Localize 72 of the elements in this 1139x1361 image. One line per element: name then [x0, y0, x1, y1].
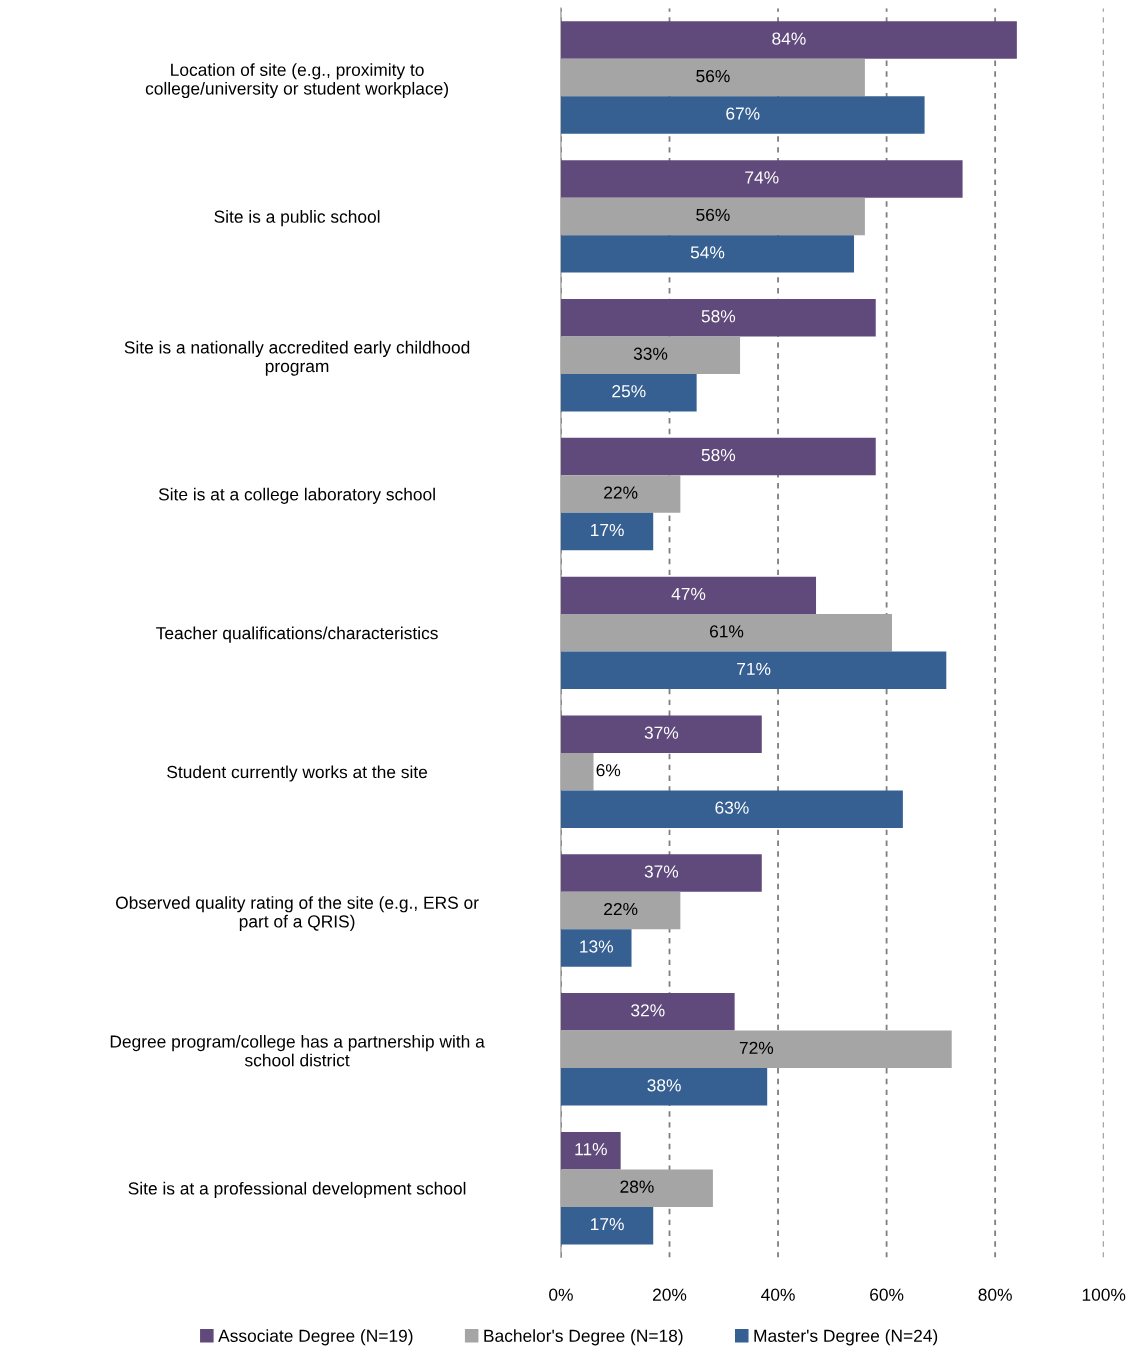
bar [560, 96, 925, 134]
x-tick-label: 100% [1082, 1288, 1126, 1301]
data-label: 28% [620, 1180, 654, 1193]
bar [560, 891, 681, 930]
bar [560, 373, 697, 412]
data-label: 56% [696, 208, 730, 222]
bar [560, 21, 1017, 59]
data-label: 58% [701, 310, 736, 323]
bar [560, 437, 876, 476]
bar [560, 58, 865, 97]
bar [560, 929, 632, 967]
data-label: 58% [701, 448, 736, 462]
bar [560, 299, 876, 337]
bar [560, 790, 903, 828]
data-label: 11% [575, 1143, 607, 1156]
data-label: 63% [715, 801, 749, 814]
data-label: 17% [591, 1218, 624, 1231]
bar [560, 715, 762, 753]
bar [560, 576, 817, 615]
data-label: 38% [647, 1079, 681, 1092]
data-label: 32% [631, 1004, 665, 1017]
data-label: 17% [591, 523, 624, 537]
x-tick-label: 40% [761, 1288, 795, 1301]
data-label: 6% [596, 764, 621, 777]
data-label: 25% [612, 385, 646, 398]
y-tick-label: Site is at a professional development school [128, 1181, 466, 1199]
bar [560, 1068, 768, 1106]
bar [560, 854, 762, 892]
data-label: 33% [633, 347, 668, 360]
y-tick-label: Observed quality rating of the site (e.g., ERS or part of a QRIS) [116, 896, 479, 932]
data-label: 13% [580, 940, 613, 953]
bar [560, 336, 741, 374]
data-label: 67% [726, 107, 760, 120]
legend-label: Bachelor's Degree (N=18) [484, 1329, 683, 1346]
bar [560, 752, 594, 791]
bar [560, 651, 947, 690]
y-tick-label: Site is a nationally accredited early childhood program [124, 340, 470, 376]
bar [560, 993, 735, 1031]
bar [560, 475, 681, 513]
y-tick-label: Teacher qualifications/characteristics [156, 626, 438, 643]
x-tick-label: 20% [653, 1288, 687, 1301]
x-tick-label: 80% [978, 1288, 1012, 1301]
legend-label: Associate Degree (N=19) [218, 1329, 413, 1346]
bar [560, 614, 893, 652]
bar [560, 1131, 621, 1170]
data-label: 61% [710, 625, 744, 638]
y-tick-label: Site is at a college laboratory school [158, 487, 435, 504]
bar [560, 1206, 654, 1245]
x-tick-label: 60% [870, 1288, 904, 1301]
data-label: 37% [644, 865, 679, 878]
data-label: 72% [739, 1041, 774, 1054]
data-label: 71% [737, 662, 771, 675]
y-tick-label: Degree program/college has a partnership with a school district [110, 1034, 485, 1067]
data-label: 54% [690, 246, 725, 259]
bar [560, 197, 865, 236]
bar [560, 512, 654, 551]
bar [560, 160, 963, 198]
y-tick-label: Site is a public school [214, 210, 380, 227]
data-label: 47% [671, 587, 706, 600]
x-tick-label: 0% [549, 1288, 573, 1301]
y-tick-label: Student currently works at the site [167, 765, 428, 782]
bar [560, 1030, 952, 1069]
legend-label: Master's Degree (N=24) [754, 1329, 938, 1346]
data-label: 84% [772, 32, 806, 45]
bar [560, 1169, 713, 1207]
data-label: 22% [604, 902, 638, 916]
data-label: 22% [604, 486, 638, 499]
y-tick-label: Location of site (e.g., proximity to college/university or student workplace) [145, 63, 448, 99]
data-label: 74% [745, 171, 779, 184]
data-label: 37% [644, 726, 679, 739]
bar [560, 235, 855, 273]
data-label: 56% [696, 69, 730, 83]
